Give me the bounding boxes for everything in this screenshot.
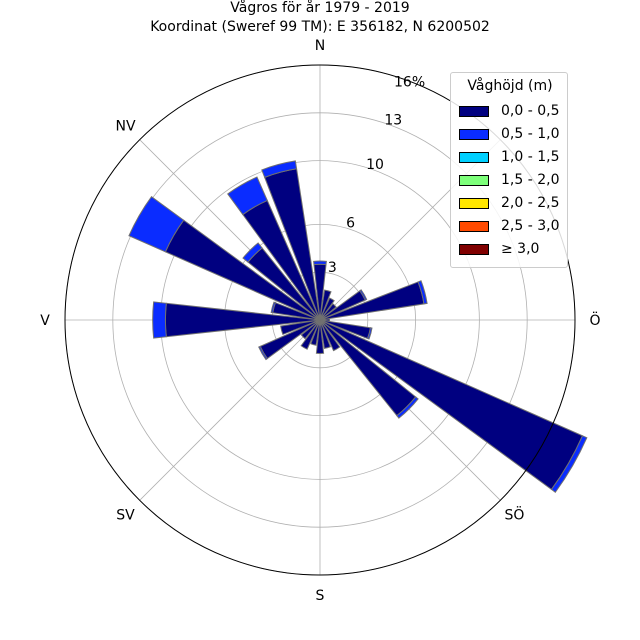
rose-bar-segment <box>417 280 428 305</box>
chart-subtitle: Koordinat (Sweref 99 TM): E 356182, N 62… <box>150 19 490 35</box>
legend-label: 2,0 - 2,5 <box>501 195 560 211</box>
legend-item: 2,0 - 2,5 <box>459 194 567 214</box>
rose-bar-segment <box>300 319 321 350</box>
legend-label: 0,5 - 1,0 <box>501 126 560 142</box>
direction-label: NV <box>116 119 136 135</box>
rose-bar-segment <box>319 303 337 321</box>
legend-label: 1,5 - 2,0 <box>501 172 560 188</box>
rose-bar-segment <box>313 260 327 266</box>
direction-label: S <box>316 588 325 604</box>
rose-bar-segment <box>550 435 588 493</box>
radial-tick-labels: 3 6 10 13 16% <box>328 74 425 275</box>
direction-label: Ö <box>589 311 600 329</box>
wave-rose-bars <box>64 64 588 576</box>
legend-swatch <box>459 244 489 255</box>
direction-labels: N Ö SÖ S SV V NV <box>40 38 600 604</box>
legend-swatch <box>459 198 489 209</box>
rose-bar-segment <box>319 319 341 352</box>
rose-bar-segment <box>366 327 373 340</box>
rose-bar-segment <box>258 345 268 361</box>
legend-swatch <box>459 129 489 140</box>
rose-bar-segment <box>319 297 335 321</box>
radial-tick-label: 3 <box>328 260 337 276</box>
radial-tick-label: 10 <box>366 157 384 173</box>
legend-label: ≥ 3,0 <box>501 241 540 257</box>
legend-title: Våghöjd (m) <box>467 78 553 94</box>
direction-label: SV <box>116 507 135 523</box>
legend-label: 1,0 - 1,5 <box>501 149 560 165</box>
direction-label: V <box>40 313 50 329</box>
legend-item: 0,5 - 1,0 <box>459 125 567 145</box>
radial-tick-label: 6 <box>346 216 355 232</box>
rose-bar-segment <box>242 242 263 263</box>
rose-bar-segment <box>319 319 332 349</box>
legend-label: 0,0 - 0,5 <box>501 103 560 119</box>
rose-bar-segment <box>359 289 368 301</box>
legend-item: 1,5 - 2,0 <box>459 171 567 191</box>
legend-label: 2,5 - 3,0 <box>501 218 560 234</box>
legend-item: 0,0 - 0,5 <box>459 102 567 122</box>
rose-bar-segment <box>396 396 419 419</box>
outer-circle <box>64 64 576 576</box>
rose-bar-segment <box>270 301 277 314</box>
legend-swatch <box>459 175 489 186</box>
grid-spoke <box>139 319 321 501</box>
rose-bar-segment <box>319 319 584 491</box>
legend-swatch <box>459 221 489 232</box>
radial-tick-label: 16% <box>394 74 425 90</box>
rose-bar-segment <box>152 301 167 339</box>
legend-item: 2,5 - 3,0 <box>459 217 567 237</box>
legend: Våghöjd (m) 0,0 - 0,5 0,5 - 1,0 1,0 - 1,… <box>450 72 568 268</box>
rose-bar-segment <box>128 195 185 253</box>
rose-bar-segment <box>261 160 298 178</box>
rose-bar-segment <box>319 289 332 321</box>
legend-item: ≥ 3,0 <box>459 240 567 260</box>
direction-label: SÖ <box>505 505 525 523</box>
direction-label: N <box>315 38 325 54</box>
rose-bar-segment <box>315 319 325 354</box>
radial-tick-label: 13 <box>384 113 402 129</box>
rose-bar-segment <box>227 176 268 216</box>
rose-bar-segment <box>319 281 425 321</box>
legend-item: 1,0 - 1,5 <box>459 148 567 168</box>
legend-swatch <box>459 152 489 163</box>
legend-swatch <box>459 106 489 117</box>
chart-title: Vågros för år 1979 - 2019 <box>230 0 410 16</box>
rose-bar-segment <box>280 319 321 336</box>
rose-bar-segment <box>300 319 321 340</box>
